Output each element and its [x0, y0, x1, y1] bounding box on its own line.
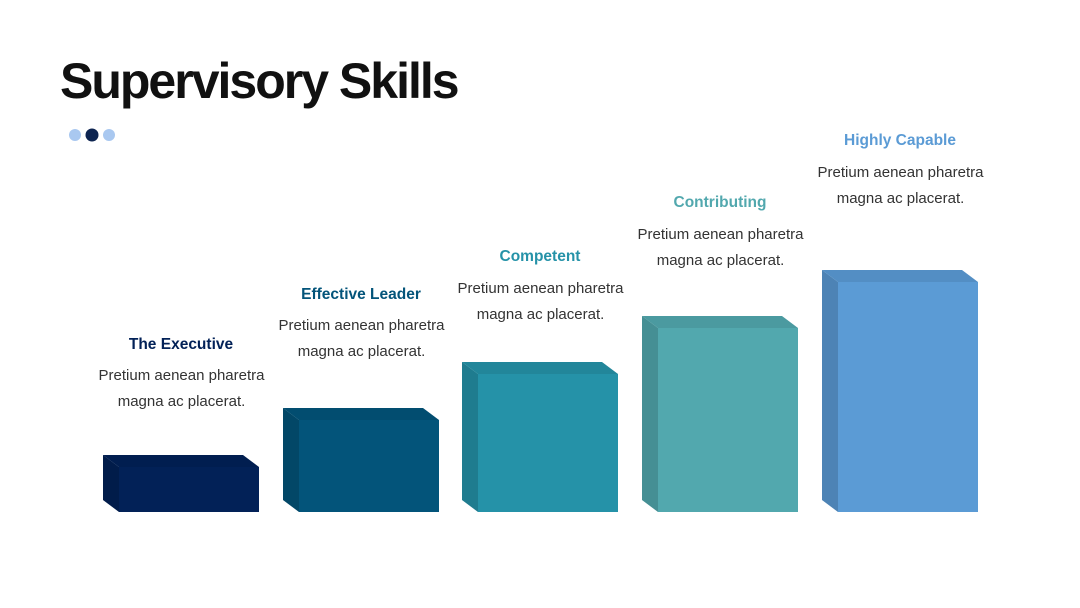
- dot: [69, 129, 81, 141]
- box-top: [283, 408, 439, 420]
- box-side-shade: [283, 408, 299, 512]
- step-box: [642, 316, 798, 512]
- step-description: Pretium aenean pharetra magna ac placera…: [278, 317, 445, 360]
- box-side: [822, 270, 838, 512]
- box-side: [103, 455, 119, 512]
- step-description: Pretium aenean pharetra magna ac placera…: [98, 367, 265, 410]
- step-box: [462, 362, 618, 512]
- box-top: [822, 270, 978, 282]
- box-side-shade: [642, 316, 658, 512]
- box-front: [838, 282, 978, 512]
- dot: [103, 129, 115, 141]
- box-top-shade: [642, 316, 798, 328]
- box-front: [658, 328, 798, 512]
- step-label: Highly Capable: [844, 132, 956, 149]
- dot: [85, 128, 99, 142]
- step-description: Pretium aenean pharetra magna ac placera…: [637, 226, 804, 269]
- box-top-shade: [103, 455, 259, 467]
- step-description: Pretium aenean pharetra magna ac placera…: [457, 280, 624, 323]
- box-front: [119, 467, 259, 512]
- step-description: Pretium aenean pharetra magna ac placera…: [817, 164, 984, 207]
- box-side-shade: [103, 455, 119, 512]
- step-box: [822, 270, 978, 512]
- box-front: [478, 374, 618, 512]
- step-box: [283, 408, 439, 512]
- box-front: [299, 420, 439, 512]
- step-label: Contributing: [673, 194, 767, 211]
- box-top: [642, 316, 798, 328]
- box-side-shade: [822, 270, 838, 512]
- box-top-shade: [822, 270, 978, 282]
- box-top-shade: [283, 408, 439, 420]
- box-side: [642, 316, 658, 512]
- step-label: Effective Leader: [301, 286, 421, 303]
- box-side-shade: [462, 362, 478, 512]
- title: Supervisory Skills: [60, 53, 460, 109]
- step-label: Competent: [499, 248, 581, 265]
- box-top: [462, 362, 618, 374]
- box-side: [462, 362, 478, 512]
- box-top-shade: [462, 362, 618, 374]
- step-label: The Executive: [128, 336, 234, 353]
- box-top: [103, 455, 259, 467]
- step-box: [103, 455, 259, 512]
- box-side: [283, 408, 299, 512]
